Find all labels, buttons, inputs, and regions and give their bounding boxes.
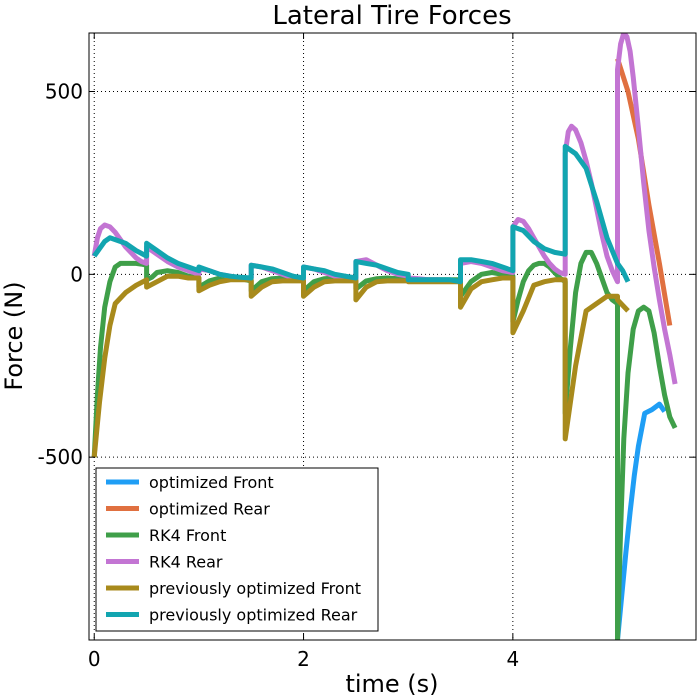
plot-frame [88,32,697,641]
x-tick-label: 2 [297,647,310,671]
x-tick-label: 4 [506,647,519,671]
x-tick-label: 0 [88,647,101,671]
legend-label: optimized Front [149,473,274,492]
y-tick-label: -500 [38,445,83,469]
legend-label: previously optimized Front [149,579,361,598]
series-lines [91,33,678,640]
legend-label: RK4 Front [149,526,226,545]
legend-label: previously optimized Rear [149,606,358,625]
ticks: 0 2 4 -500 0 500 [38,33,696,671]
y-axis-label: Force (N) [0,281,28,390]
x-axis-label: time (s) [345,670,438,698]
series-line-1 [615,401,667,640]
chart-title: Lateral Tire Forces [272,1,511,31]
y-tick-label: 500 [45,80,83,104]
legend-box [95,467,379,632]
y-tick-label: 0 [70,262,83,286]
legend-label: RK4 Rear [149,553,223,572]
series-line-5 [91,273,630,458]
legend-label: optimized Rear [149,500,270,519]
series-line-6 [92,143,631,285]
legend: optimized Front optimized Rear RK4 Front RK… [95,467,379,632]
